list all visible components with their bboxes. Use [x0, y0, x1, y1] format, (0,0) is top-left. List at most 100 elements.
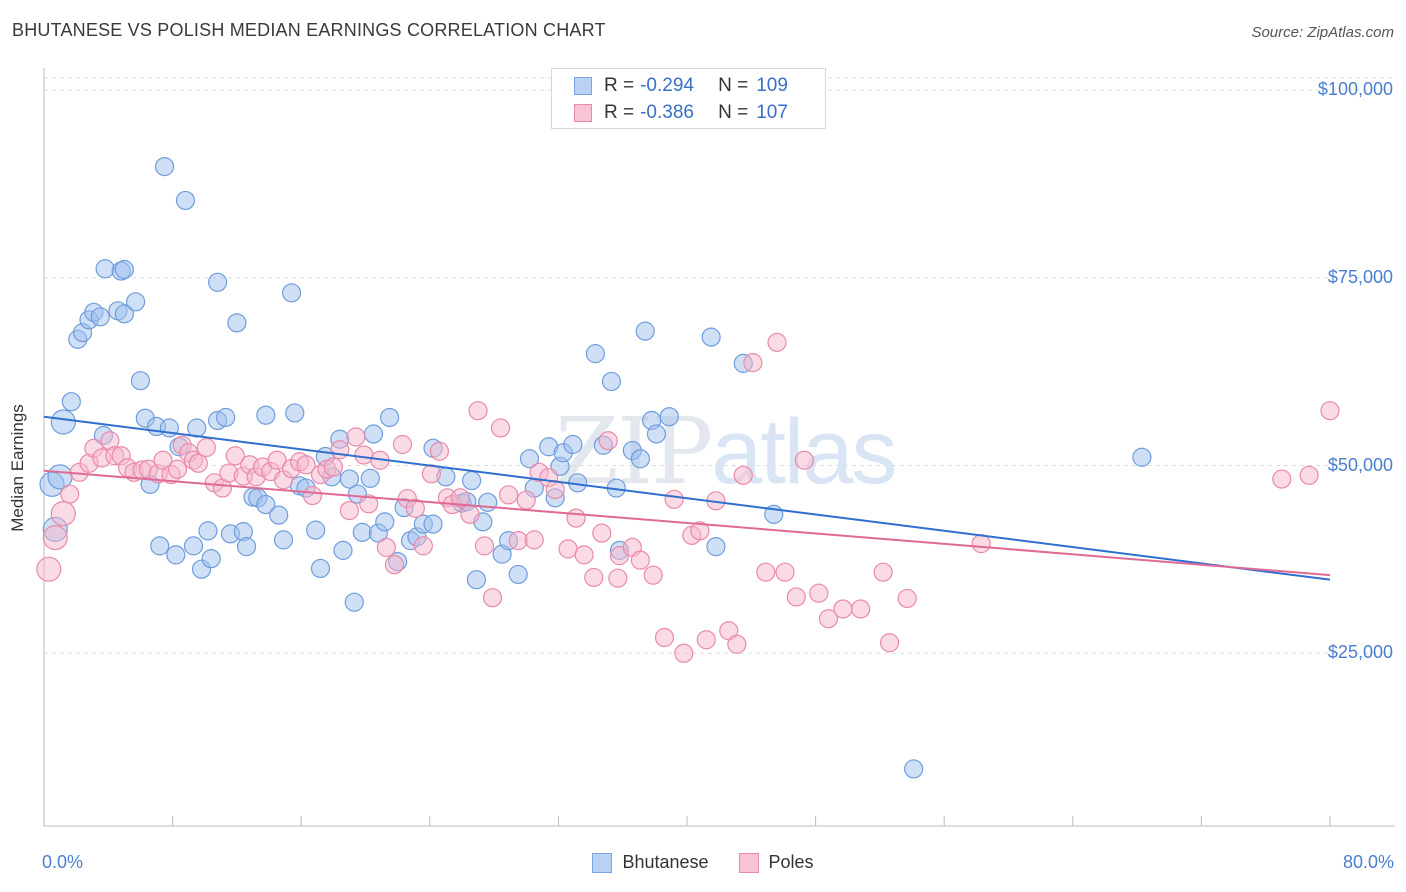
poles-point: [643, 565, 663, 585]
x-tick-label-max: 80.0%: [1342, 852, 1394, 872]
poles-point: [468, 401, 488, 421]
bhutanese-point: [508, 564, 528, 585]
poles-point: [1320, 401, 1340, 421]
legend-row-poles: R = -0.386 N = 107: [574, 102, 788, 124]
poles-point: [296, 455, 316, 475]
legend-swatch-poles: [574, 104, 592, 122]
poles-point: [743, 353, 763, 373]
bhutanese-point: [466, 570, 487, 590]
bhutanese-point: [150, 536, 170, 556]
bhutanese-point: [646, 424, 667, 444]
n-label: N =: [718, 102, 749, 123]
bhutanese-point: [216, 407, 236, 428]
poles-point: [971, 534, 991, 554]
bhutanese-point: [310, 558, 331, 579]
poles-point: [60, 484, 80, 504]
legend-label-poles: Poles: [768, 852, 814, 872]
poles-point: [330, 440, 350, 460]
poles-point: [196, 437, 216, 458]
bhutanese-point: [344, 592, 364, 612]
poles-point: [225, 446, 245, 466]
poles-point: [498, 485, 519, 505]
legend-label-bhutanese: Bhutanese: [622, 852, 709, 872]
poles-point: [598, 431, 618, 451]
bhutanese-point: [166, 545, 186, 565]
bhutanese-point: [701, 327, 721, 347]
poles-point: [323, 457, 343, 477]
bhutanese-point: [585, 344, 605, 364]
bhutanese-point: [630, 449, 650, 469]
poles-point: [608, 568, 628, 588]
bhutanese-point: [126, 292, 146, 312]
poles-point: [690, 521, 710, 541]
bhutanese-point: [130, 371, 151, 391]
bhutanese-point: [380, 407, 400, 428]
bhutanese-point: [563, 434, 583, 455]
poles-point: [630, 550, 650, 570]
poles-point: [490, 418, 511, 438]
poles-point: [775, 562, 795, 582]
y-tick-label: $75,000: [1327, 266, 1393, 287]
bhutanese-point: [256, 405, 276, 425]
correlation-legend: R = -0.294 N = 109 R = -0.386 N = 107: [551, 68, 826, 129]
poles-point: [167, 459, 188, 479]
bhutanese-point: [904, 759, 924, 779]
n-value: 107: [756, 102, 788, 123]
bhutanese-point: [601, 371, 622, 392]
poles-point: [733, 465, 753, 485]
r-value: -0.386: [640, 102, 694, 123]
x-tick-label-min: 0.0%: [42, 852, 84, 872]
poles-point: [574, 545, 594, 565]
bhutanese-point: [659, 407, 679, 427]
bhutanese-point: [236, 537, 257, 557]
poles-point: [833, 599, 853, 619]
poles-point: [376, 537, 396, 557]
y-tick-label: $100,000: [1317, 79, 1393, 100]
poles-point: [460, 504, 480, 524]
bhutanese-point: [61, 392, 81, 412]
r-label: R =: [604, 75, 635, 96]
bhutanese-point: [360, 468, 380, 488]
poles-point: [413, 536, 433, 556]
poles-point: [302, 485, 323, 506]
n-label: N =: [718, 75, 749, 96]
bhutanese-point: [273, 530, 294, 550]
poles-point: [346, 427, 366, 447]
bhutanese-trend-line: [43, 415, 1331, 581]
bhutanese-point: [198, 521, 218, 541]
poles-point: [584, 567, 604, 588]
poles-point: [1272, 469, 1292, 489]
poles-point: [359, 494, 379, 514]
poles-point: [786, 587, 806, 607]
bhutanese-point: [281, 283, 302, 303]
poles-point: [392, 434, 413, 455]
bhutanese-point: [339, 469, 360, 489]
source-note: Source: ZipAtlas.com: [1251, 24, 1394, 41]
bhutanese-point: [95, 259, 115, 279]
bhutanese-point: [175, 190, 196, 211]
poles-point: [508, 531, 528, 551]
r-value: -0.294: [640, 75, 694, 96]
bhutanese-point: [201, 549, 221, 569]
y-tick-label: $25,000: [1327, 642, 1393, 663]
poles-point: [50, 500, 76, 527]
poles-point: [474, 536, 495, 556]
bhutanese-point: [50, 409, 76, 435]
poles-point: [756, 562, 776, 582]
bhutanese-point: [352, 522, 372, 542]
chart-title: BHUTANESE VS POLISH MEDIAN EARNINGS CORR…: [12, 20, 606, 40]
poles-point: [879, 633, 900, 653]
bhutanese-point: [208, 272, 228, 292]
poles-point: [421, 464, 442, 484]
poles-point: [727, 634, 747, 654]
bhutanese-point: [375, 512, 395, 532]
bhutanese-point: [306, 520, 326, 540]
poles-point: [654, 627, 675, 648]
poles-point: [450, 488, 470, 508]
poles-trend-line: [43, 469, 1331, 577]
poles-point: [664, 489, 684, 509]
poles-point: [566, 508, 586, 528]
poles-point: [267, 450, 287, 470]
poles-point: [405, 498, 425, 518]
